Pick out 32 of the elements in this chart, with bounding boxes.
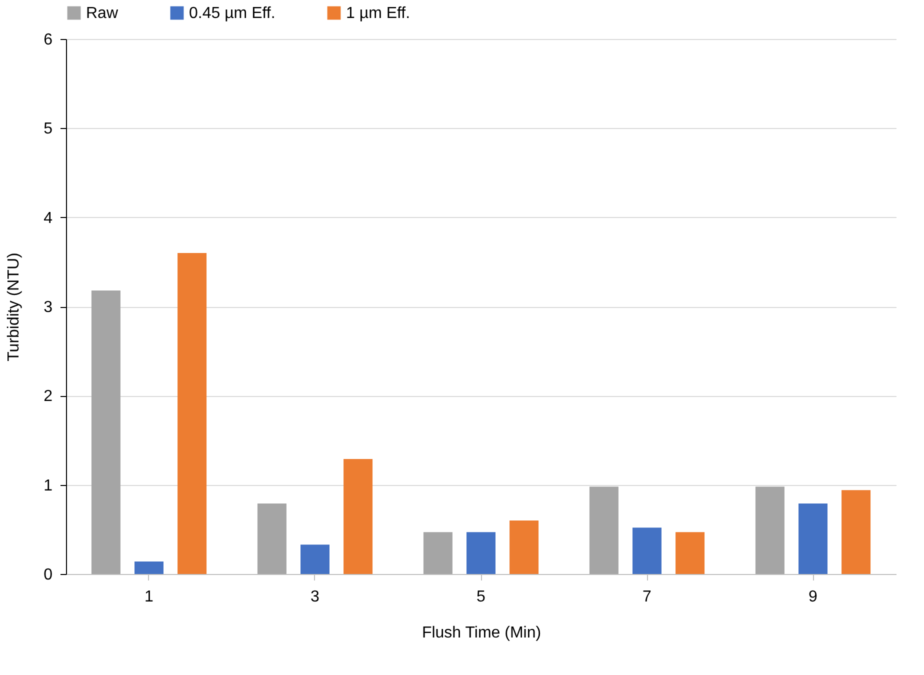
x-axis-title: Flush Time (Min) [422,624,542,642]
y-tick-label: 4 [44,210,53,227]
y-axis-title: Turbidity (NTU) [6,252,23,362]
bar [257,504,286,574]
bar [510,520,539,574]
bar [178,253,207,574]
bar [300,544,330,574]
bar [755,486,784,574]
x-tick-label: 3 [310,588,320,606]
bar [676,532,705,574]
legend-label: Raw [86,5,118,22]
bar [842,490,871,574]
bar [423,532,452,574]
y-tick-label: 5 [44,120,53,138]
bar [798,504,828,574]
y-tick-label: 1 [44,477,53,494]
bar [344,458,373,574]
x-tick-label: 1 [144,588,154,606]
bar [134,562,164,574]
legend-label: 0.45 µm Eff. [189,5,276,22]
x-tick-label: 9 [808,588,818,606]
y-tick-label: 3 [44,299,53,316]
bar [91,290,120,574]
bar [466,532,496,574]
y-tick-label: 2 [44,388,53,406]
x-tick-label: 7 [642,588,652,606]
y-tick-label: 0 [44,566,53,584]
bar [589,486,618,574]
y-tick-label: 6 [44,32,53,48]
bar [632,528,662,574]
x-tick-label: 5 [476,588,486,606]
legend-label: 1 µm Eff. [346,5,410,22]
